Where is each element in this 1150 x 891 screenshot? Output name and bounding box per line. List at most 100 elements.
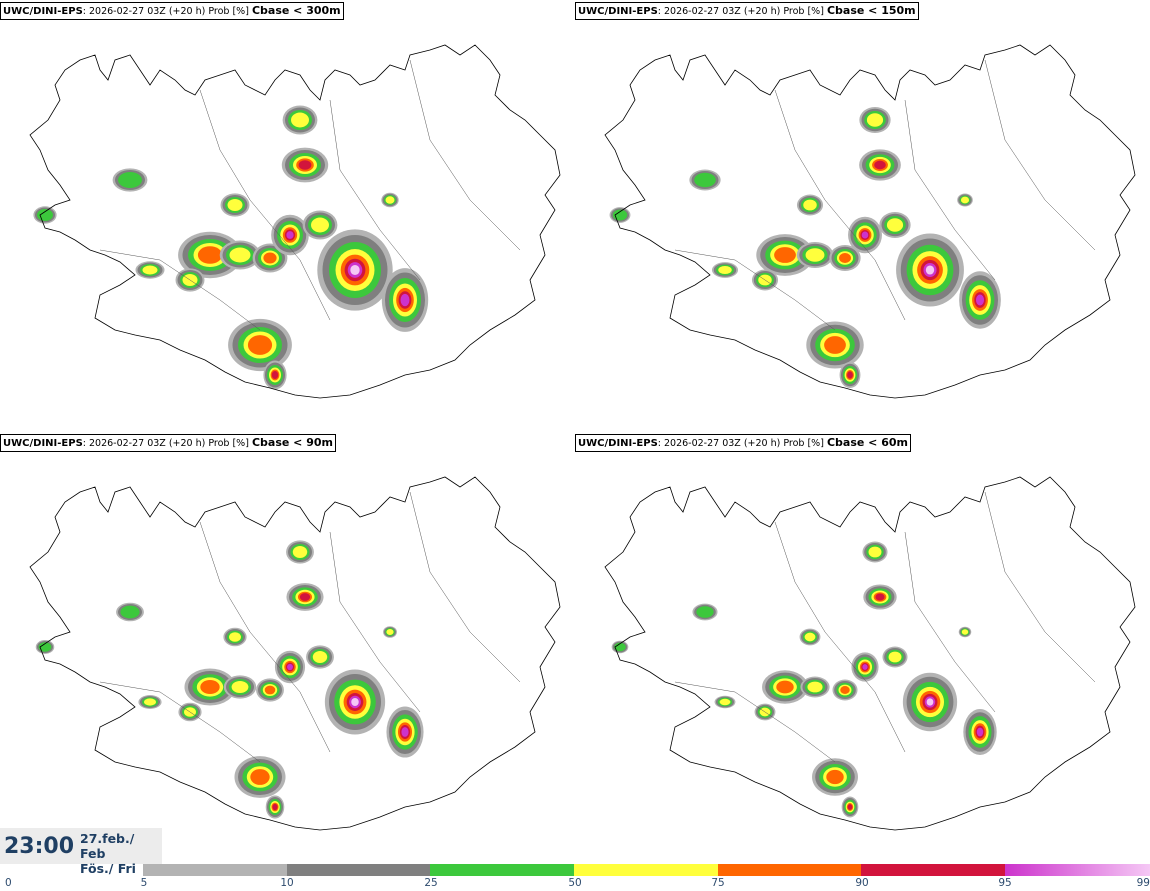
colorbar-segment-90-95 [861, 864, 1005, 876]
probability-area [38, 642, 52, 652]
variable-name: Cbase < 300m [251, 4, 341, 17]
variable-name: Cbase < 150m [826, 4, 916, 17]
boundary-line [99, 249, 261, 331]
probability-area [886, 218, 904, 232]
iceland-map [604, 44, 1136, 399]
boundary-line [774, 89, 906, 321]
probability-area [826, 769, 844, 785]
coastline [604, 476, 1136, 831]
probability-area [847, 371, 853, 379]
colorbar-ticks: 0 5 10 25 50 75 90 95 99 [0, 877, 1150, 891]
probability-area [719, 698, 731, 706]
boundary-line [329, 531, 421, 713]
probability-area [803, 199, 817, 211]
valid-date-line1: 27.feb./ Feb [80, 831, 135, 861]
probability-area [840, 686, 850, 694]
tick-label: 95 [998, 877, 1012, 889]
probability-area [142, 265, 158, 275]
probability-area [976, 727, 984, 737]
model-name: UWC/DINI-EPS [578, 6, 658, 17]
probability-area [824, 336, 846, 354]
valid-time-box: 23:00 27.feb./ Feb Fös./ Fri [0, 828, 162, 876]
probability-area [247, 335, 273, 355]
probability-area [862, 664, 868, 670]
probability-area [264, 685, 276, 695]
iceland-map [29, 476, 561, 831]
probability-area [925, 265, 935, 275]
probability-area [385, 196, 395, 204]
probability-area [118, 172, 142, 188]
probability-area [120, 605, 140, 619]
probability-area [292, 546, 308, 558]
probability-area [847, 804, 853, 810]
probability-area [271, 371, 279, 379]
probability-area [227, 199, 243, 211]
boundary-line [329, 99, 421, 281]
probability-area [961, 629, 969, 635]
boundary-line [984, 59, 1096, 251]
probability-area [231, 681, 249, 693]
probability-area [312, 651, 328, 663]
tick-label: 25 [424, 877, 438, 889]
probability-area [386, 629, 394, 635]
probability-area [875, 593, 885, 601]
probability-area [975, 294, 985, 306]
colorbar-segment-50-75 [574, 864, 718, 876]
model-name: UWC/DINI-EPS [3, 438, 83, 449]
probability-area [888, 651, 902, 663]
probability-area [287, 663, 293, 671]
probability-area [614, 642, 626, 652]
boundary-line [199, 521, 331, 753]
probability-area [807, 681, 823, 693]
boundary-line [904, 531, 996, 713]
boundary-line [199, 89, 331, 321]
probability-area [286, 231, 294, 239]
model-name: UWC/DINI-EPS [578, 438, 658, 449]
probability-area [144, 698, 156, 706]
probability-area [299, 593, 311, 601]
probability-area [351, 697, 359, 707]
panel-title: UWC/DINI-EPS: 2026-02-27 03Z (+20 h) Pro… [0, 434, 336, 452]
probability-area [400, 293, 410, 307]
panel-title: UWC/DINI-EPS: 2026-02-27 03Z (+20 h) Pro… [575, 434, 911, 452]
colorbar-segment-25-50 [430, 864, 574, 876]
colorbar-segment-75-90 [718, 864, 861, 876]
variable-name: Cbase < 90m [251, 436, 333, 449]
run-info: : 2026-02-27 03Z (+20 h) Prob [%] [657, 438, 824, 449]
boundary-line [904, 99, 996, 281]
tick-label: 99 [1136, 877, 1150, 889]
variable-name: Cbase < 60m [826, 436, 908, 449]
map-panel-60m: UWC/DINI-EPS: 2026-02-27 03Z (+20 h) Pro… [575, 432, 1150, 864]
probability-area [694, 172, 716, 188]
probability-area [298, 160, 312, 170]
coastline [29, 476, 561, 831]
probability-area [250, 769, 270, 785]
run-info: : 2026-02-27 03Z (+20 h) Prob [%] [657, 6, 824, 17]
probability-area [263, 252, 277, 264]
colorbar-segment-95-99 [1005, 864, 1150, 876]
boundary-line [99, 681, 261, 763]
colorbar-segment-5-10 [143, 864, 287, 876]
boundary-line [774, 521, 906, 753]
probability-area [874, 160, 886, 170]
probability-area [311, 217, 329, 233]
probability-area [774, 247, 796, 263]
valid-time-clock: 23:00 [4, 834, 75, 859]
tick-label: 90 [855, 877, 869, 889]
valid-date: 27.feb./ Feb Fös./ Fri [80, 831, 162, 876]
probability-area [776, 680, 794, 694]
probability-area [804, 632, 816, 642]
probability-colorbar [143, 864, 1150, 876]
valid-date-line2: Fös./ Fri [80, 861, 136, 876]
boundary-line [984, 491, 1096, 683]
map-panel-90m: UWC/DINI-EPS: 2026-02-27 03Z (+20 h) Pro… [0, 432, 575, 864]
probability-area [861, 231, 869, 239]
probability-area [805, 248, 825, 262]
boundary-line [674, 249, 836, 331]
probability-area [960, 196, 970, 204]
tick-label: 10 [280, 877, 294, 889]
boundary-line [674, 681, 836, 763]
probability-area [291, 112, 309, 128]
probability-area [866, 113, 884, 127]
colorbar-segment-10-25 [287, 864, 430, 876]
